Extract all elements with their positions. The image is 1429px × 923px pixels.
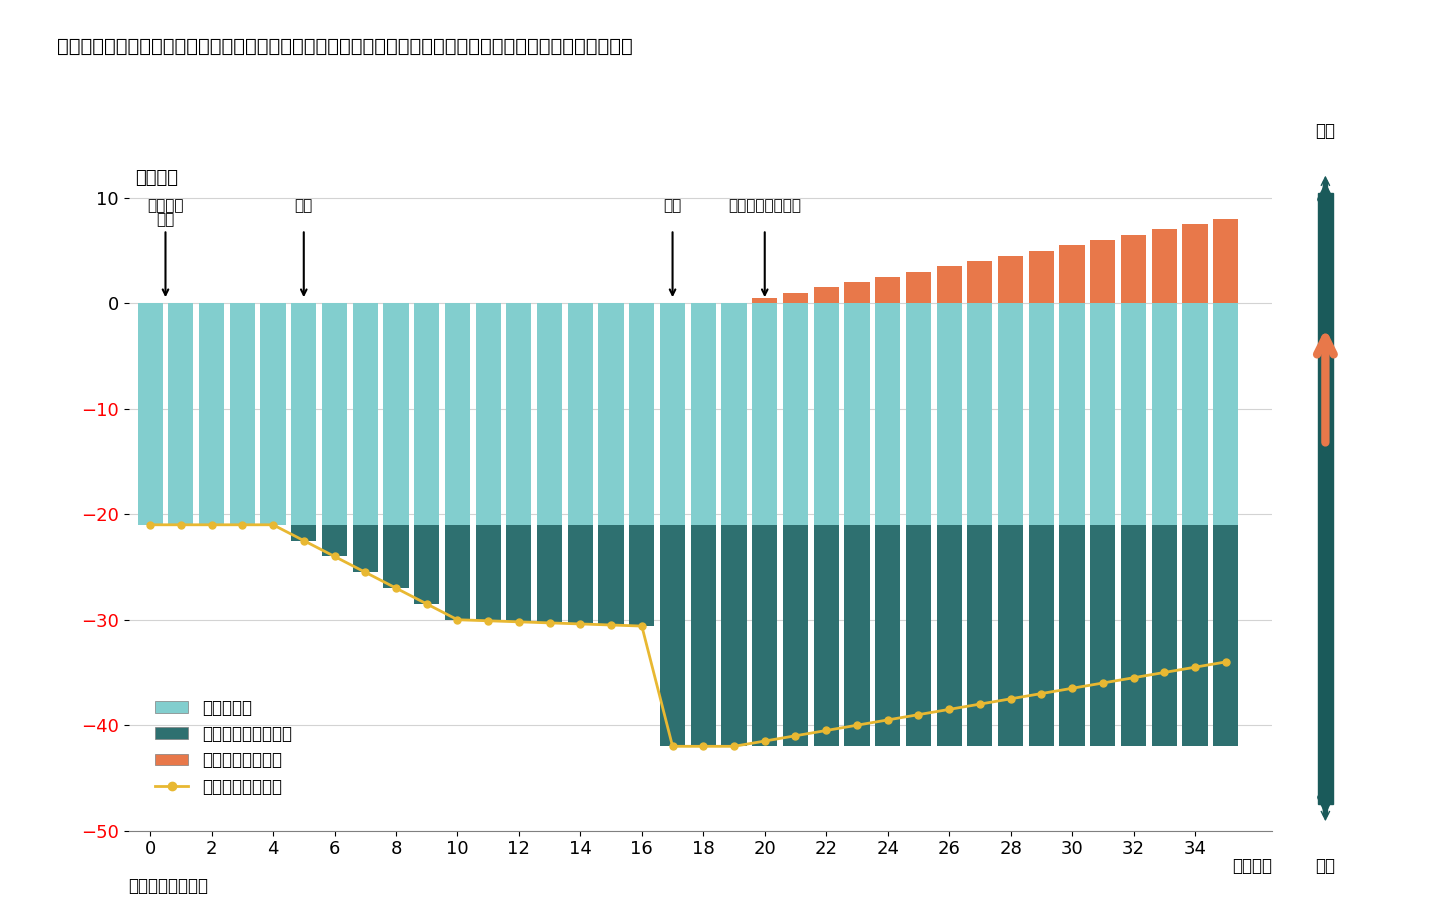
Bar <box>845 304 869 525</box>
Bar <box>906 304 932 525</box>
Bar <box>1120 304 1146 525</box>
Text: 開発用地: 開発用地 <box>147 198 184 213</box>
Bar <box>690 525 716 747</box>
Bar <box>936 267 962 304</box>
Bar <box>1213 525 1239 747</box>
Bar <box>599 525 623 625</box>
Bar <box>1182 304 1208 525</box>
Bar <box>1090 304 1116 525</box>
Bar <box>506 304 532 525</box>
Bar <box>444 304 470 525</box>
Bar <box>813 304 839 525</box>
Text: （ヶ月）: （ヶ月） <box>1232 857 1272 875</box>
Bar <box>1152 230 1177 304</box>
Bar <box>875 277 900 304</box>
Legend: 土地取得額, 建物建築費（累計）, 賃料収入（累計）, 収支合計（累計）: 土地取得額, 建物建築費（累計）, 賃料収入（累計）, 収支合計（累計） <box>149 692 299 802</box>
Bar <box>537 525 562 623</box>
Bar <box>660 304 684 525</box>
Bar <box>752 525 777 747</box>
Text: 竣工: 竣工 <box>663 198 682 213</box>
Text: テナント利用開始: テナント利用開始 <box>729 198 802 213</box>
Bar <box>629 304 654 525</box>
Bar <box>813 525 839 747</box>
Bar <box>629 525 654 626</box>
Bar <box>875 304 900 525</box>
Bar <box>967 525 993 747</box>
Bar <box>813 287 839 304</box>
Text: 図表３　不動産開発スケジュールと収支累計のイメージ　（賃貸用不動産を開発して完成後も保有する場合）: 図表３ 不動産開発スケジュールと収支累計のイメージ （賃貸用不動産を開発して完成… <box>57 37 633 56</box>
Bar <box>537 304 562 525</box>
Bar <box>1120 525 1146 747</box>
Bar <box>260 304 286 525</box>
Bar <box>845 282 869 304</box>
Bar <box>1182 224 1208 304</box>
Bar <box>722 525 746 747</box>
Bar <box>997 525 1023 747</box>
Bar <box>1120 234 1146 304</box>
Bar <box>1090 525 1116 747</box>
Bar <box>506 525 532 622</box>
Bar <box>476 304 500 525</box>
Bar <box>230 304 254 525</box>
Bar <box>1059 246 1085 304</box>
Bar <box>967 304 993 525</box>
Bar <box>353 525 377 572</box>
Bar <box>414 525 439 604</box>
Bar <box>1029 525 1055 747</box>
Bar <box>752 304 777 525</box>
Bar <box>599 304 623 525</box>
Bar <box>353 304 377 525</box>
Bar <box>997 304 1023 525</box>
Bar <box>1213 304 1239 525</box>
Bar <box>906 525 932 747</box>
Bar <box>1059 304 1085 525</box>
Bar <box>997 256 1023 304</box>
Bar <box>660 525 684 747</box>
Text: （億円）: （億円） <box>134 169 177 187</box>
Bar <box>199 304 224 525</box>
Bar <box>476 525 500 621</box>
Bar <box>383 525 409 588</box>
Bar <box>845 525 869 747</box>
Bar <box>383 304 409 525</box>
Bar <box>1090 240 1116 304</box>
Bar <box>936 304 962 525</box>
Bar <box>567 304 593 525</box>
Bar <box>322 304 347 525</box>
Bar <box>414 304 439 525</box>
Bar <box>1182 525 1208 747</box>
Bar <box>722 304 746 525</box>
Text: （資料）筆者作成: （資料）筆者作成 <box>129 877 209 895</box>
Bar <box>783 293 807 304</box>
Bar <box>1318 193 1332 804</box>
Bar <box>906 271 932 304</box>
Bar <box>1213 219 1239 304</box>
Bar <box>1152 304 1177 525</box>
Bar <box>292 304 316 525</box>
Text: 収入: 収入 <box>1316 122 1335 139</box>
Text: 支出: 支出 <box>1316 857 1335 875</box>
Bar <box>1029 250 1055 304</box>
Bar <box>137 304 163 525</box>
Bar <box>1059 525 1085 747</box>
Text: 着工: 着工 <box>294 198 313 213</box>
Text: 購入: 購入 <box>156 212 174 227</box>
Bar <box>1152 525 1177 747</box>
Bar <box>752 298 777 304</box>
Bar <box>783 304 807 525</box>
Bar <box>690 304 716 525</box>
Bar <box>567 525 593 624</box>
Bar <box>875 525 900 747</box>
Bar <box>967 261 993 304</box>
Bar <box>936 525 962 747</box>
Bar <box>322 525 347 557</box>
Bar <box>1029 304 1055 525</box>
Bar <box>169 304 193 525</box>
Bar <box>783 525 807 747</box>
Bar <box>444 525 470 619</box>
Bar <box>292 525 316 541</box>
